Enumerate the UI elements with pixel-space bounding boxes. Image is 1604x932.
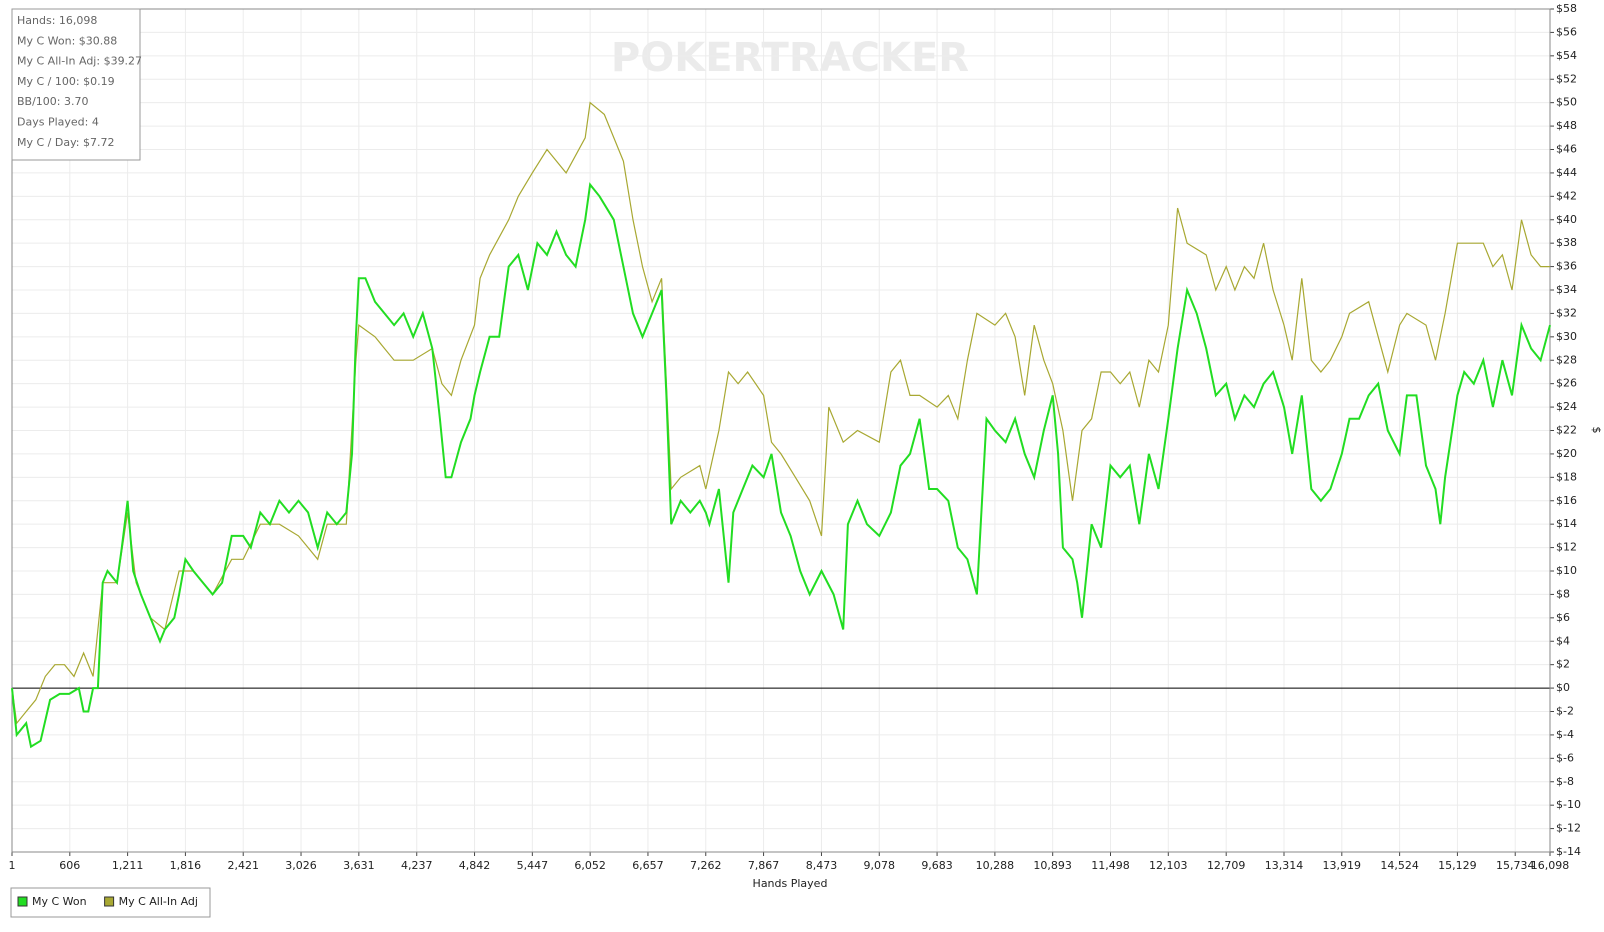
x-tick-label: 10,288: [976, 859, 1015, 872]
x-tick-label: 16,098: [1531, 859, 1570, 872]
y-tick-label: $52: [1556, 72, 1577, 85]
y-tick-label: $26: [1556, 377, 1577, 390]
y-tick-label: $14: [1556, 517, 1577, 530]
info-text: My C Won: $30.88: [17, 34, 117, 47]
y-tick-label: $44: [1556, 166, 1577, 179]
x-tick-label: 9,683: [921, 859, 953, 872]
x-tick-label: 4,237: [401, 859, 433, 872]
y-tick-label: $40: [1556, 213, 1577, 226]
x-tick-label: 7,262: [690, 859, 722, 872]
x-tick-label: 15,734: [1496, 859, 1535, 872]
y-tick-label: $-12: [1556, 822, 1581, 835]
y-tick-label: $22: [1556, 424, 1577, 437]
x-tick-label: 3,631: [343, 859, 375, 872]
info-text: My C All-In Adj: $39.27: [17, 55, 142, 68]
y-tick-label: $46: [1556, 143, 1577, 156]
legend-label: My C All-In Adj: [119, 895, 198, 908]
plot-frame: [11, 8, 1551, 853]
x-tick-label: 6,657: [632, 859, 664, 872]
x-tick-label: 5,447: [517, 859, 549, 872]
legend-swatch: [104, 896, 115, 907]
y-tick-label: $-6: [1556, 751, 1574, 764]
y-tick-label: $4: [1556, 634, 1570, 647]
info-text: Hands: 16,098: [17, 14, 97, 27]
info-box-frame: [11, 8, 141, 161]
legend-swatch: [17, 896, 28, 907]
legend: My C Won My C All-In Adj: [10, 887, 211, 918]
x-tick-label: 1,211: [112, 859, 144, 872]
y-tick-label: $10: [1556, 564, 1577, 577]
y-tick-label: $34: [1556, 283, 1577, 296]
y-tick-label: $54: [1556, 49, 1577, 62]
watermark: POKERTRACKER: [611, 35, 969, 81]
y-tick-label: $56: [1556, 25, 1577, 38]
y-tick-label: $16: [1556, 494, 1577, 507]
x-tick-label: 1,816: [170, 859, 202, 872]
info-box: Hands: 16,098 My C Won: $30.88 My C All-In…: [11, 8, 142, 161]
x-tick-label: 13,919: [1323, 859, 1362, 872]
x-tick-label: 15,129: [1438, 859, 1477, 872]
y-tick-label: $-2: [1556, 705, 1574, 718]
series-line: [11, 182, 1551, 749]
y-tick-label: $6: [1556, 611, 1570, 624]
y-tick-label: $18: [1556, 470, 1577, 483]
y-tick-label: $32: [1556, 306, 1577, 319]
x-tick-label: 3,026: [285, 859, 317, 872]
y-tick-label: $50: [1556, 96, 1577, 109]
x-tick-label: 7,867: [748, 859, 780, 872]
info-text: My C / 100: $0.19: [17, 75, 115, 88]
y-tick-label: $2: [1556, 658, 1570, 671]
x-tick-label: 4,842: [459, 859, 491, 872]
x-tick-label: 6,052: [574, 859, 606, 872]
y-tick-label: $30: [1556, 330, 1577, 343]
x-tick-label: 8,473: [806, 859, 838, 872]
info-text: Days Played: 4: [17, 116, 99, 129]
y-tick-label: $36: [1556, 260, 1577, 273]
x-tick-label: 1: [9, 859, 16, 872]
y-tick-label: $58: [1556, 2, 1577, 15]
y-axis-label: $: [1590, 427, 1603, 434]
x-tick-label: 2,421: [227, 859, 259, 872]
y-tick-label: $38: [1556, 236, 1577, 249]
y-tick-label: $-8: [1556, 775, 1574, 788]
y-tick-label: $-10: [1556, 798, 1581, 811]
y-tick-label: $20: [1556, 447, 1577, 460]
info-text: BB/100: 3.70: [17, 95, 89, 108]
y-tick-label: $8: [1556, 587, 1570, 600]
y-tick-label: $24: [1556, 400, 1577, 413]
y-tick-label: $28: [1556, 353, 1577, 366]
x-axis-label: Hands Played: [753, 877, 828, 890]
y-tick-label: $42: [1556, 189, 1577, 202]
y-tick-label: $0: [1556, 681, 1570, 694]
legend-label: My C Won: [32, 895, 87, 908]
y-tick-label: $-14: [1556, 845, 1581, 858]
y-tick-label: $12: [1556, 541, 1577, 554]
x-tick-label: 10,893: [1033, 859, 1072, 872]
x-tick-label: 11,498: [1091, 859, 1130, 872]
x-tick-label: 9,078: [864, 859, 896, 872]
x-tick-label: 14,524: [1380, 859, 1419, 872]
y-tick-label: $48: [1556, 119, 1577, 132]
x-tick-label: 13,314: [1265, 859, 1304, 872]
y-tick-label: $-4: [1556, 728, 1574, 741]
x-tick-label: 606: [59, 859, 80, 872]
series-line: [11, 101, 1550, 725]
info-text: My C / Day: $7.72: [17, 136, 115, 149]
x-tick-label: 12,709: [1207, 859, 1246, 872]
x-tick-label: 12,103: [1149, 859, 1188, 872]
